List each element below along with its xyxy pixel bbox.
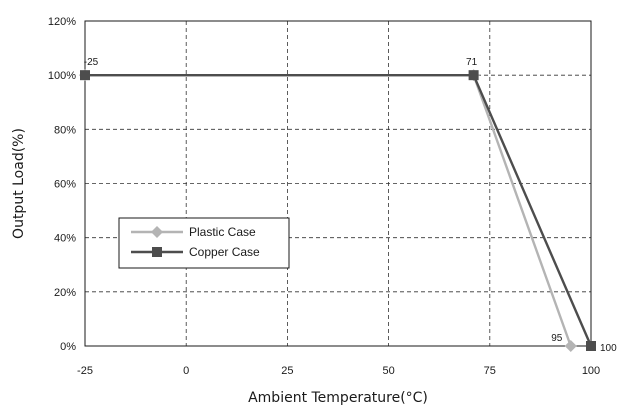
square-marker	[468, 70, 479, 81]
point-annotation: 71	[466, 57, 478, 68]
legend: Plastic Case Copper Case	[118, 217, 290, 269]
x-tick-label: -25	[77, 365, 93, 377]
y-tick-label: 120%	[48, 16, 76, 28]
grid-lines	[85, 21, 591, 346]
x-axis-ticks: -25 0 25 50 75 100	[77, 365, 600, 377]
y-tick-label: 80%	[54, 124, 76, 136]
square-marker	[152, 247, 162, 257]
plot-frame	[84, 20, 592, 347]
diamond-marker	[151, 226, 163, 238]
series-line	[85, 73, 593, 347]
y-tick-label: 100%	[48, 70, 76, 82]
x-axis-title: Ambient Temperature(°C)	[248, 390, 428, 406]
point-annotation: 95	[551, 333, 563, 344]
point-annotation: -25	[84, 57, 99, 68]
legend-label: Plastic Case	[189, 225, 256, 239]
y-axis-ticks: 0% 20% 40% 60% 80% 100% 120%	[48, 16, 76, 353]
square-marker	[586, 341, 596, 351]
x-tick-label: 75	[484, 365, 496, 377]
x-tick-label: 50	[382, 365, 394, 377]
series-layer	[79, 69, 596, 352]
y-tick-label: 40%	[54, 233, 76, 245]
legend-label: Copper Case	[189, 245, 260, 259]
y-axis-title: Output Load(%)	[11, 128, 27, 239]
y-tick-label: 0%	[60, 341, 76, 353]
x-tick-label: 25	[281, 365, 293, 377]
series-line	[85, 73, 572, 347]
diamond-marker	[564, 340, 577, 352]
x-tick-label: 0	[183, 365, 189, 377]
point-annotation: 100	[600, 343, 617, 354]
legend-box	[118, 217, 290, 269]
y-tick-label: 60%	[54, 179, 76, 191]
square-marker	[80, 70, 90, 81]
annotation-layer: -25 71 95 100	[84, 57, 617, 354]
x-tick-label: 100	[582, 365, 600, 377]
y-tick-label: 20%	[54, 287, 76, 299]
